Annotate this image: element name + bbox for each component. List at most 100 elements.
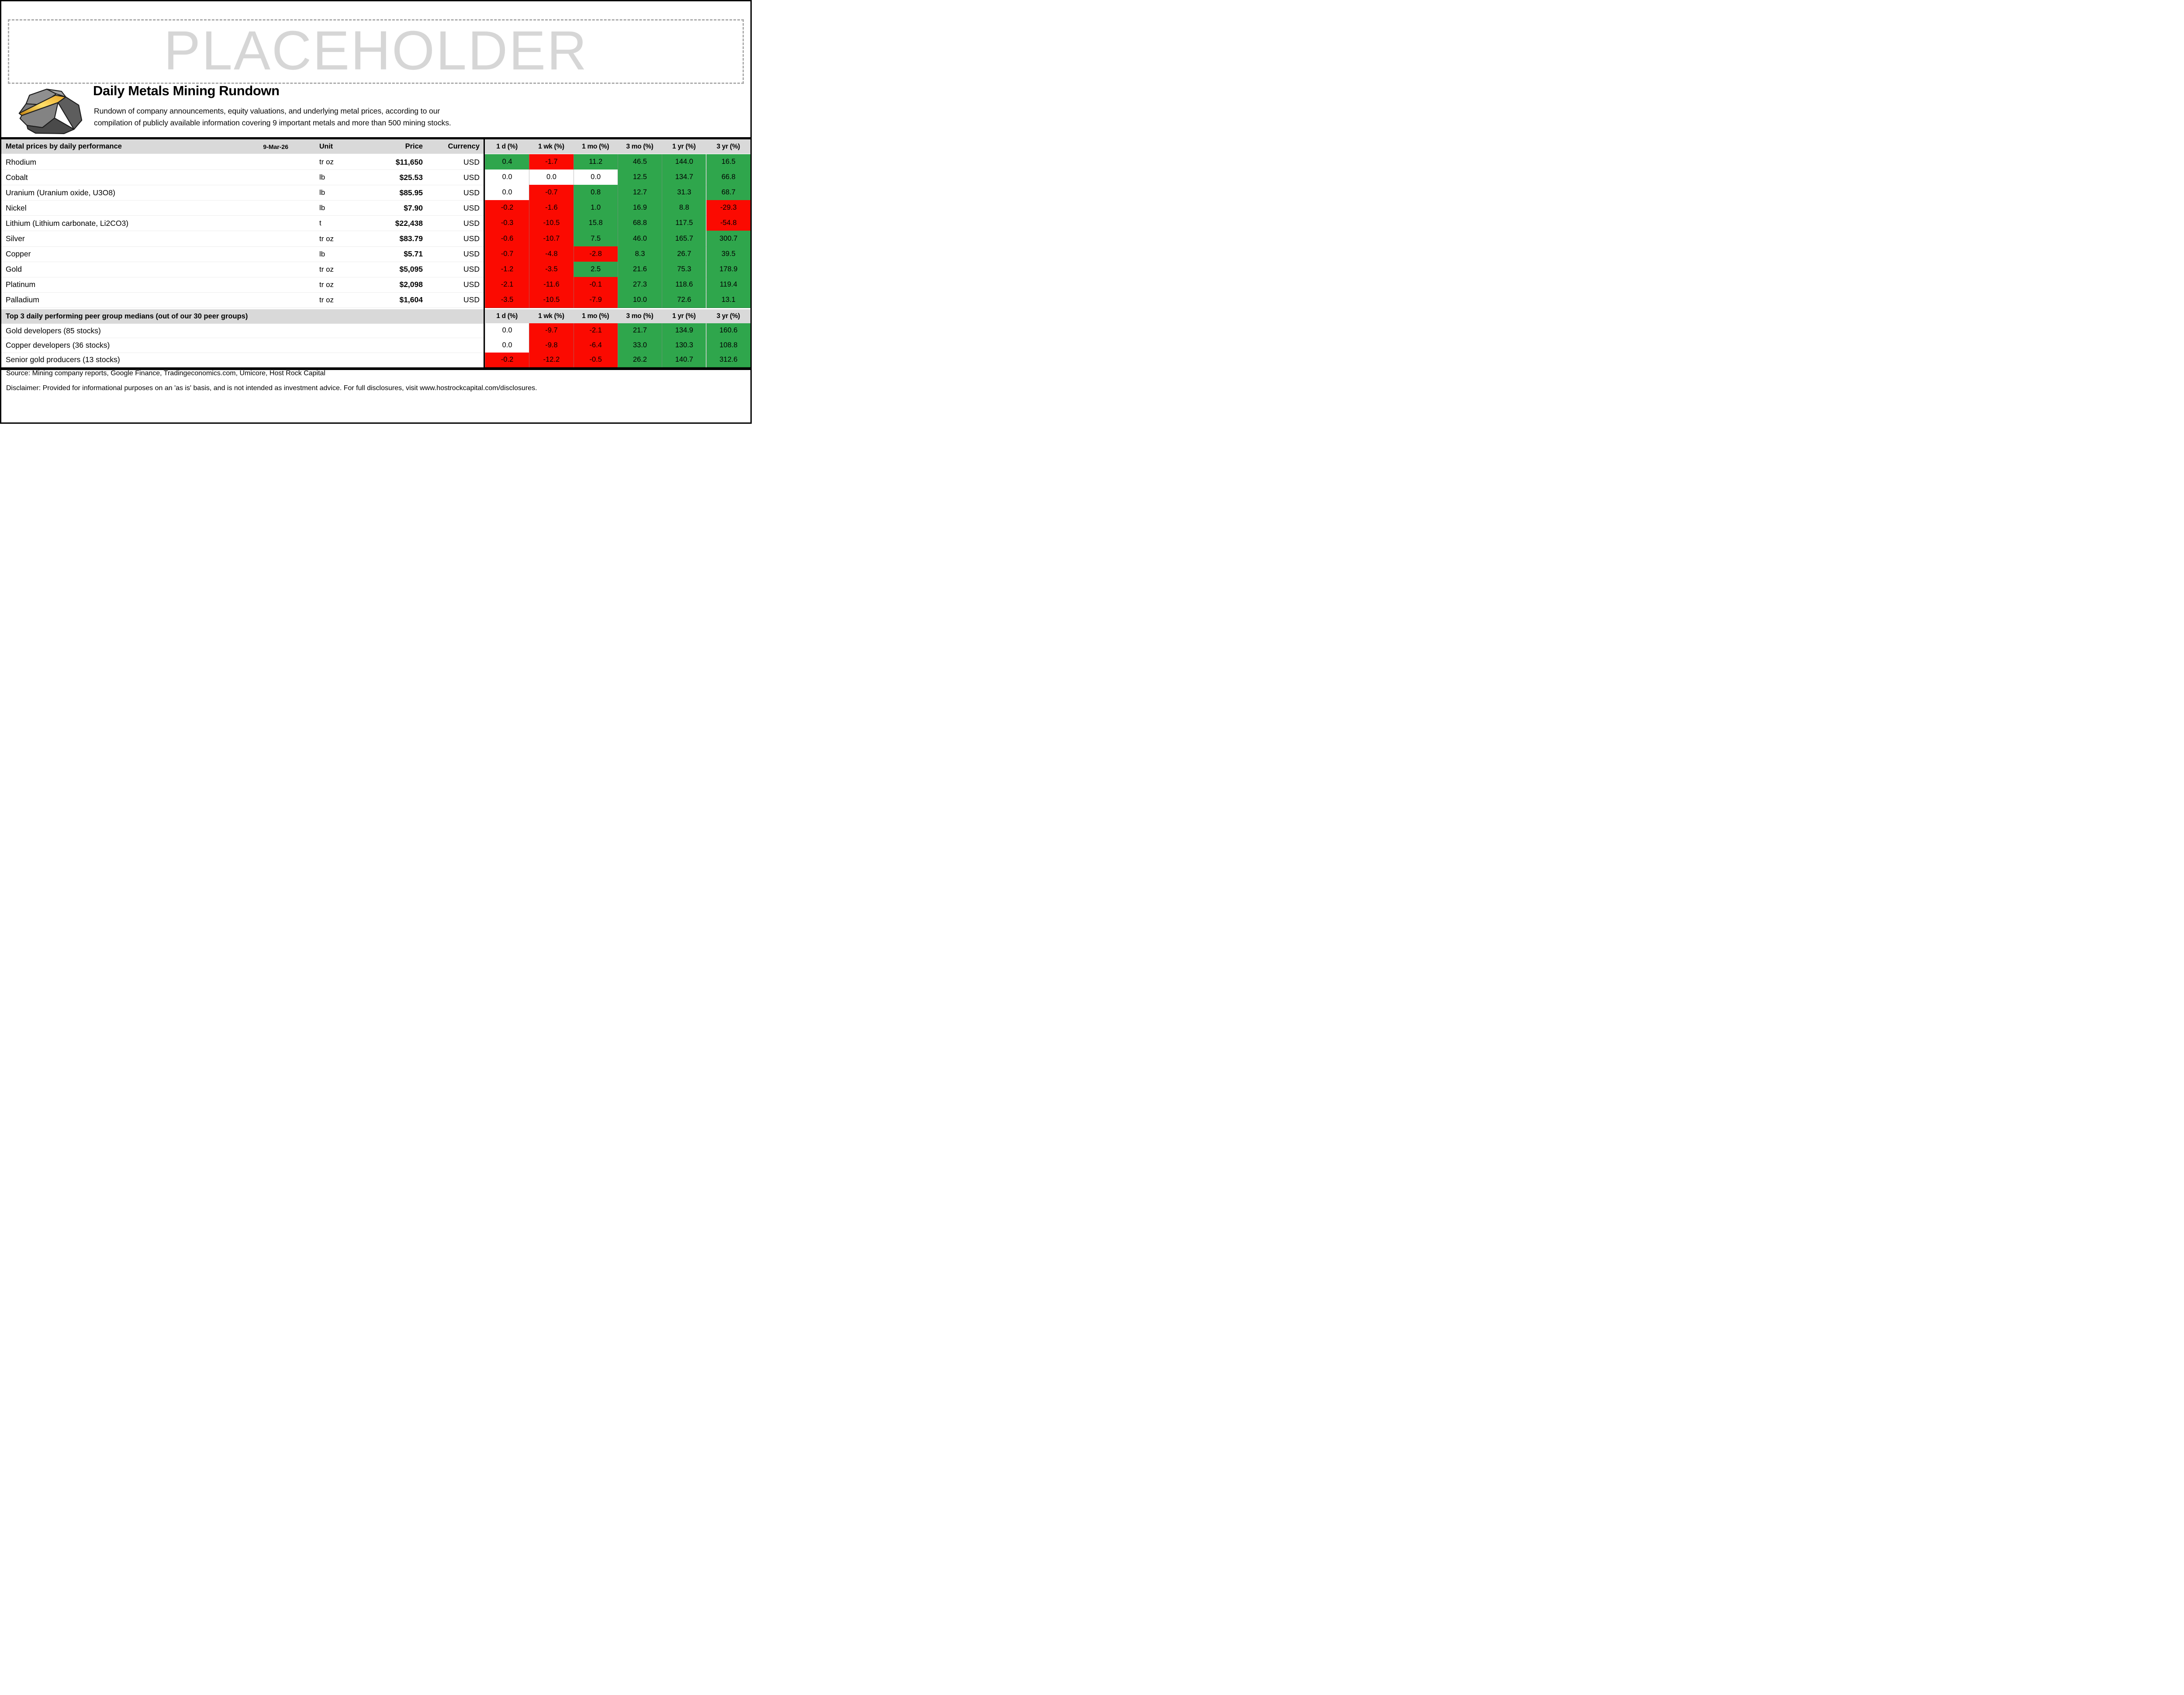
metal-unit: lb [319, 188, 325, 197]
metal-currency: USD [463, 173, 480, 182]
perf-col-header: 1 mo (%) [582, 142, 609, 150]
section2-title: Top 3 daily performing peer group median… [6, 312, 248, 320]
table-top-rule [1, 137, 750, 139]
metal-currency: USD [463, 280, 480, 289]
performance-cell: 26.2 [617, 352, 662, 368]
metal-price: $22,438 [395, 218, 423, 228]
perf-col-header: 1 yr (%) [672, 142, 696, 150]
peer-group-rows: Gold developers (85 stocks) 0.0 -9.7 -2.1 21… [1, 323, 750, 368]
performance-cell: 68.8 [617, 215, 662, 232]
placeholder-banner: PLACEHOLDER [8, 19, 744, 84]
perf-col-header: 1 yr (%) [672, 312, 696, 320]
performance-cell: 0.0 [485, 323, 529, 339]
subtitle-line-1: Rundown of company announcements, equity… [94, 107, 440, 115]
metal-price: $5,095 [399, 265, 423, 274]
performance-cell: -0.5 [573, 352, 618, 368]
performance-cell: 1.0 [573, 200, 618, 216]
performance-cell: 134.7 [662, 170, 706, 186]
metal-rows: Rhodium tr oz $11,650 USD 0.4 -1.7 11.2 46.5 144… [1, 154, 750, 308]
performance-cell: 0.0 [529, 170, 574, 186]
page-subtitle: Rundown of company announcements, equity… [94, 105, 451, 129]
performance-cell: 68.7 [706, 185, 750, 201]
performance-cell: 117.5 [662, 215, 706, 232]
subtitle-line-2: compilation of publicly available inform… [94, 118, 451, 127]
metal-name: Gold [6, 265, 22, 274]
performance-cell: 0.0 [485, 338, 529, 353]
table-row: Copper lb $5.71 USD -0.7 -4.8 -2.8 8.3 26.7 39.5 [1, 246, 750, 262]
metal-name: Nickel [6, 203, 27, 212]
metal-price: $7.90 [404, 203, 423, 212]
perf-col-header: 3 yr (%) [716, 312, 740, 320]
table-row: Lithium (Lithium carbonate, Li2CO3) t $22,… [1, 215, 750, 232]
col-header-currency: Currency [448, 142, 480, 150]
metal-unit: tr oz [319, 295, 334, 304]
performance-cell: 75.3 [662, 261, 706, 277]
table-row: Uranium (Uranium oxide, U3O8) lb $85.95 USD… [1, 185, 750, 201]
performance-cell: 21.6 [617, 261, 662, 277]
performance-cell: 72.6 [662, 292, 706, 308]
placeholder-label: PLACEHOLDER [163, 20, 588, 81]
performance-cell: 10.0 [617, 292, 662, 308]
table-row: Copper developers (36 stocks) 0.0 -9.8 -6.4… [1, 338, 750, 353]
performance-cell: -0.7 [529, 185, 574, 201]
metal-currency: USD [463, 188, 480, 197]
performance-cell: -1.6 [529, 200, 574, 216]
table-row: Nickel lb $7.90 USD -0.2 -1.6 1.0 16.9 8.8 -29.3 [1, 200, 750, 216]
performance-cell: -9.8 [529, 338, 574, 353]
perf-col-header: 1 wk (%) [538, 312, 564, 320]
metal-price: $5.71 [404, 249, 423, 259]
performance-cell: -10.5 [529, 215, 574, 232]
disclaimer-note: Disclaimer: Provided for informational p… [6, 384, 537, 392]
performance-cell: 16.9 [617, 200, 662, 216]
metal-price: $2,098 [399, 280, 423, 289]
metal-currency: USD [463, 234, 480, 243]
performance-cell: 8.3 [617, 246, 662, 262]
performance-cell: -10.7 [529, 231, 574, 247]
metal-currency: USD [463, 295, 480, 304]
table-row: Cobalt lb $25.53 USD 0.0 0.0 0.0 12.5 134.7 66.8 [1, 170, 750, 186]
metal-price: $11,650 [395, 157, 423, 166]
metal-name: Cobalt [6, 173, 28, 182]
performance-cell: 2.5 [573, 261, 618, 277]
metal-name: Silver [6, 234, 25, 243]
performance-cell: -0.1 [573, 277, 618, 293]
performance-cell: 31.3 [662, 185, 706, 201]
perf-col-header: 1 wk (%) [538, 142, 564, 150]
performance-cell: -54.8 [706, 215, 750, 232]
performance-cell: 13.1 [706, 292, 750, 308]
metal-name: Lithium (Lithium carbonate, Li2CO3) [6, 218, 129, 228]
metal-unit: t [319, 219, 321, 228]
metal-name: Platinum [6, 280, 36, 289]
metal-price: $1,604 [399, 295, 423, 304]
table-row: Gold tr oz $5,095 USD -1.2 -3.5 2.5 21.6 75.3 178… [1, 261, 750, 277]
perf-col-header: 1 d (%) [496, 312, 518, 320]
metal-price: $25.53 [399, 173, 423, 182]
performance-cell: -0.3 [485, 215, 529, 232]
performance-cell: 12.5 [617, 170, 662, 186]
performance-cell: -9.7 [529, 323, 574, 339]
performance-cell: -0.2 [485, 200, 529, 216]
perf-col-header: 1 mo (%) [582, 312, 609, 320]
performance-cell: 160.6 [706, 323, 750, 339]
performance-cell: 134.9 [662, 323, 706, 339]
col-header-unit: Unit [319, 142, 333, 150]
performance-cell: -4.8 [529, 246, 574, 262]
performance-cell: 144.0 [662, 154, 706, 170]
column-separator-line [484, 137, 485, 370]
performance-cell: 0.0 [485, 185, 529, 201]
performance-cell: 0.0 [573, 170, 618, 186]
metal-price: $85.95 [399, 188, 423, 197]
perf-col-header: 3 mo (%) [626, 312, 653, 320]
section2-header-row: Top 3 daily performing peer group median… [1, 309, 750, 324]
metal-currency: USD [463, 218, 480, 228]
perf-col-header: 3 yr (%) [716, 142, 740, 150]
performance-cell: 130.3 [662, 338, 706, 353]
performance-cell: 21.7 [617, 323, 662, 339]
performance-cell: -12.2 [529, 352, 574, 368]
performance-cell: 46.0 [617, 231, 662, 247]
metal-name: Rhodium [6, 157, 37, 166]
peer-group-name: Copper developers (36 stocks) [6, 341, 110, 350]
metal-unit: tr oz [319, 280, 334, 289]
performance-cell: -10.5 [529, 292, 574, 308]
perf-col-header: 1 d (%) [496, 142, 518, 150]
